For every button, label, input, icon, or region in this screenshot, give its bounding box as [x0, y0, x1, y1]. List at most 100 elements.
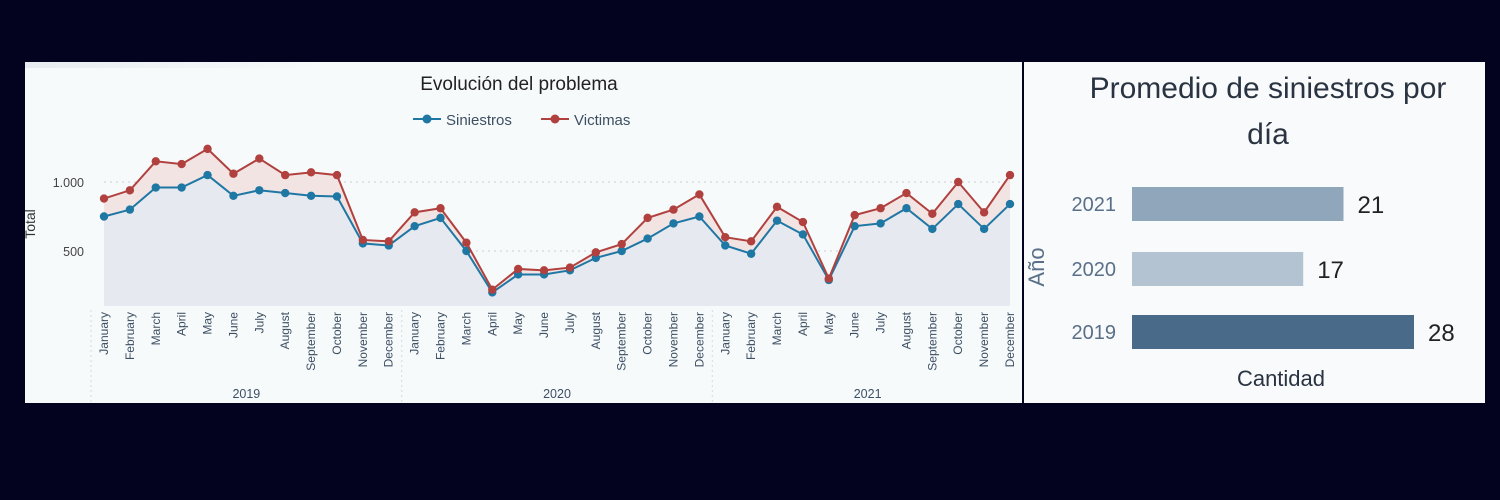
siniestros-point-13: [436, 213, 445, 223]
victimas-area: [104, 148, 1010, 293]
siniestros-point-2: [151, 183, 160, 192]
victimas-point-34: [979, 208, 989, 217]
victimas-point-35: [1005, 170, 1015, 180]
victimas-point-25: [746, 237, 756, 246]
bar-x-axis-label: Cantidad: [1237, 366, 1325, 391]
victimas-point-8: [306, 168, 316, 177]
panel-shadow: [25, 62, 325, 68]
siniestros-point-20: [617, 246, 626, 256]
x-tick-25: February: [744, 312, 758, 360]
x-tick-24: January: [718, 312, 732, 355]
x-tick-13: February: [434, 312, 448, 360]
x-tick-21: October: [641, 312, 655, 355]
x-tick-26: March: [770, 312, 784, 345]
victimas-point-11: [384, 237, 393, 246]
x-tick-11: December: [382, 312, 396, 367]
x-tick-27: April: [796, 312, 810, 336]
victimas-point-21: [643, 213, 652, 223]
x-tick-34: November: [977, 312, 991, 367]
siniestros-point-9: [332, 192, 342, 201]
siniestros-point-29: [850, 221, 859, 231]
year-label-2021: 2021: [854, 387, 882, 401]
x-tick-10: November: [356, 312, 370, 367]
siniestros-point-32: [928, 224, 937, 234]
x-tick-23: December: [692, 312, 706, 367]
siniestros-point-24: [721, 241, 730, 250]
x-tick-28: May: [822, 312, 836, 335]
siniestros-point-26: [772, 216, 782, 225]
legend-label-siniestros: Siniestros: [446, 112, 512, 129]
siniestros-point-31: [902, 204, 911, 213]
year-label-2020: 2020: [543, 387, 571, 401]
victimas-line: [103, 147, 1011, 292]
victimas-point-12: [410, 208, 419, 217]
siniestros-point-0: [99, 212, 109, 221]
siniestros-line: [103, 173, 1011, 294]
x-tick-16: May: [511, 312, 525, 335]
siniestros-point-5: [229, 191, 238, 200]
x-tick-6: July: [252, 312, 266, 333]
y-tick-1000: 1.000: [53, 176, 84, 190]
bar-2019: [1132, 315, 1414, 349]
y-axis-label: Total: [25, 209, 38, 239]
victimas-point-2: [151, 157, 160, 166]
victimas-point-0: [99, 194, 109, 203]
victimas-point-17: [539, 266, 549, 275]
legend-marker-victimas: [550, 114, 560, 124]
year-label-2019: 2019: [232, 387, 260, 401]
siniestros-point-35: [1005, 199, 1015, 209]
siniestros-point-3: [177, 183, 186, 192]
x-tick-9: October: [330, 312, 344, 355]
siniestros-point-8: [306, 191, 316, 200]
victimas-point-19: [591, 248, 601, 257]
victimas-point-14: [462, 238, 471, 247]
victimas-point-30: [876, 204, 885, 213]
y-tick-2021: 2021: [1072, 194, 1117, 216]
siniestros-point-1: [125, 205, 135, 214]
victimas-point-28: [824, 274, 833, 283]
siniestros-point-4: [203, 170, 212, 180]
siniestros-point-7: [281, 188, 290, 198]
victimas-point-27: [798, 217, 808, 227]
x-tick-12: January: [408, 312, 422, 355]
siniestros-point-23: [695, 212, 704, 221]
victimas-point-23: [695, 190, 704, 199]
siniestros-point-33: [954, 199, 963, 209]
x-tick-3: April: [175, 312, 189, 336]
x-tick-32: September: [925, 312, 939, 371]
victimas-point-16: [513, 264, 523, 274]
x-tick-1: February: [123, 312, 137, 360]
victimas-point-7: [281, 170, 290, 180]
legend-label-victimas: Victimas: [574, 112, 630, 129]
legend-marker-siniestros: [422, 114, 432, 124]
x-tick-18: July: [563, 312, 577, 333]
bar-2020: [1132, 252, 1304, 286]
siniestros-point-27: [798, 230, 808, 239]
victimas-point-15: [488, 285, 497, 294]
bar-value-2021: 21: [1358, 192, 1385, 219]
chart-title: Evolución del problema: [420, 74, 618, 95]
y-tick-2020: 2020: [1072, 259, 1117, 281]
siniestros-point-14: [462, 246, 471, 256]
victimas-point-31: [902, 188, 911, 198]
victimas-point-10: [358, 235, 368, 245]
victimas-point-9: [332, 170, 342, 180]
victimas-point-3: [177, 159, 186, 169]
siniestros-area: [104, 175, 1010, 306]
line-chart-panel: Evolución del problema Siniestros Victimas…: [22, 62, 1024, 403]
victimas-point-32: [928, 209, 937, 218]
victimas-point-20: [617, 239, 626, 249]
bar-chart-title-line-2: día: [1247, 118, 1289, 151]
x-tick-17: June: [537, 312, 551, 338]
y-tick-500: 500: [63, 245, 84, 259]
victimas-point-13: [436, 204, 445, 213]
victimas-point-5: [229, 169, 238, 178]
siniestros-point-30: [876, 219, 885, 228]
x-tick-4: May: [201, 312, 215, 335]
victimas-point-26: [772, 202, 782, 212]
bar-2021: [1132, 187, 1344, 221]
victimas-point-1: [125, 186, 135, 195]
victimas-point-33: [954, 177, 963, 187]
x-tick-2: March: [149, 312, 163, 345]
y-tick-2019: 2019: [1072, 322, 1117, 344]
